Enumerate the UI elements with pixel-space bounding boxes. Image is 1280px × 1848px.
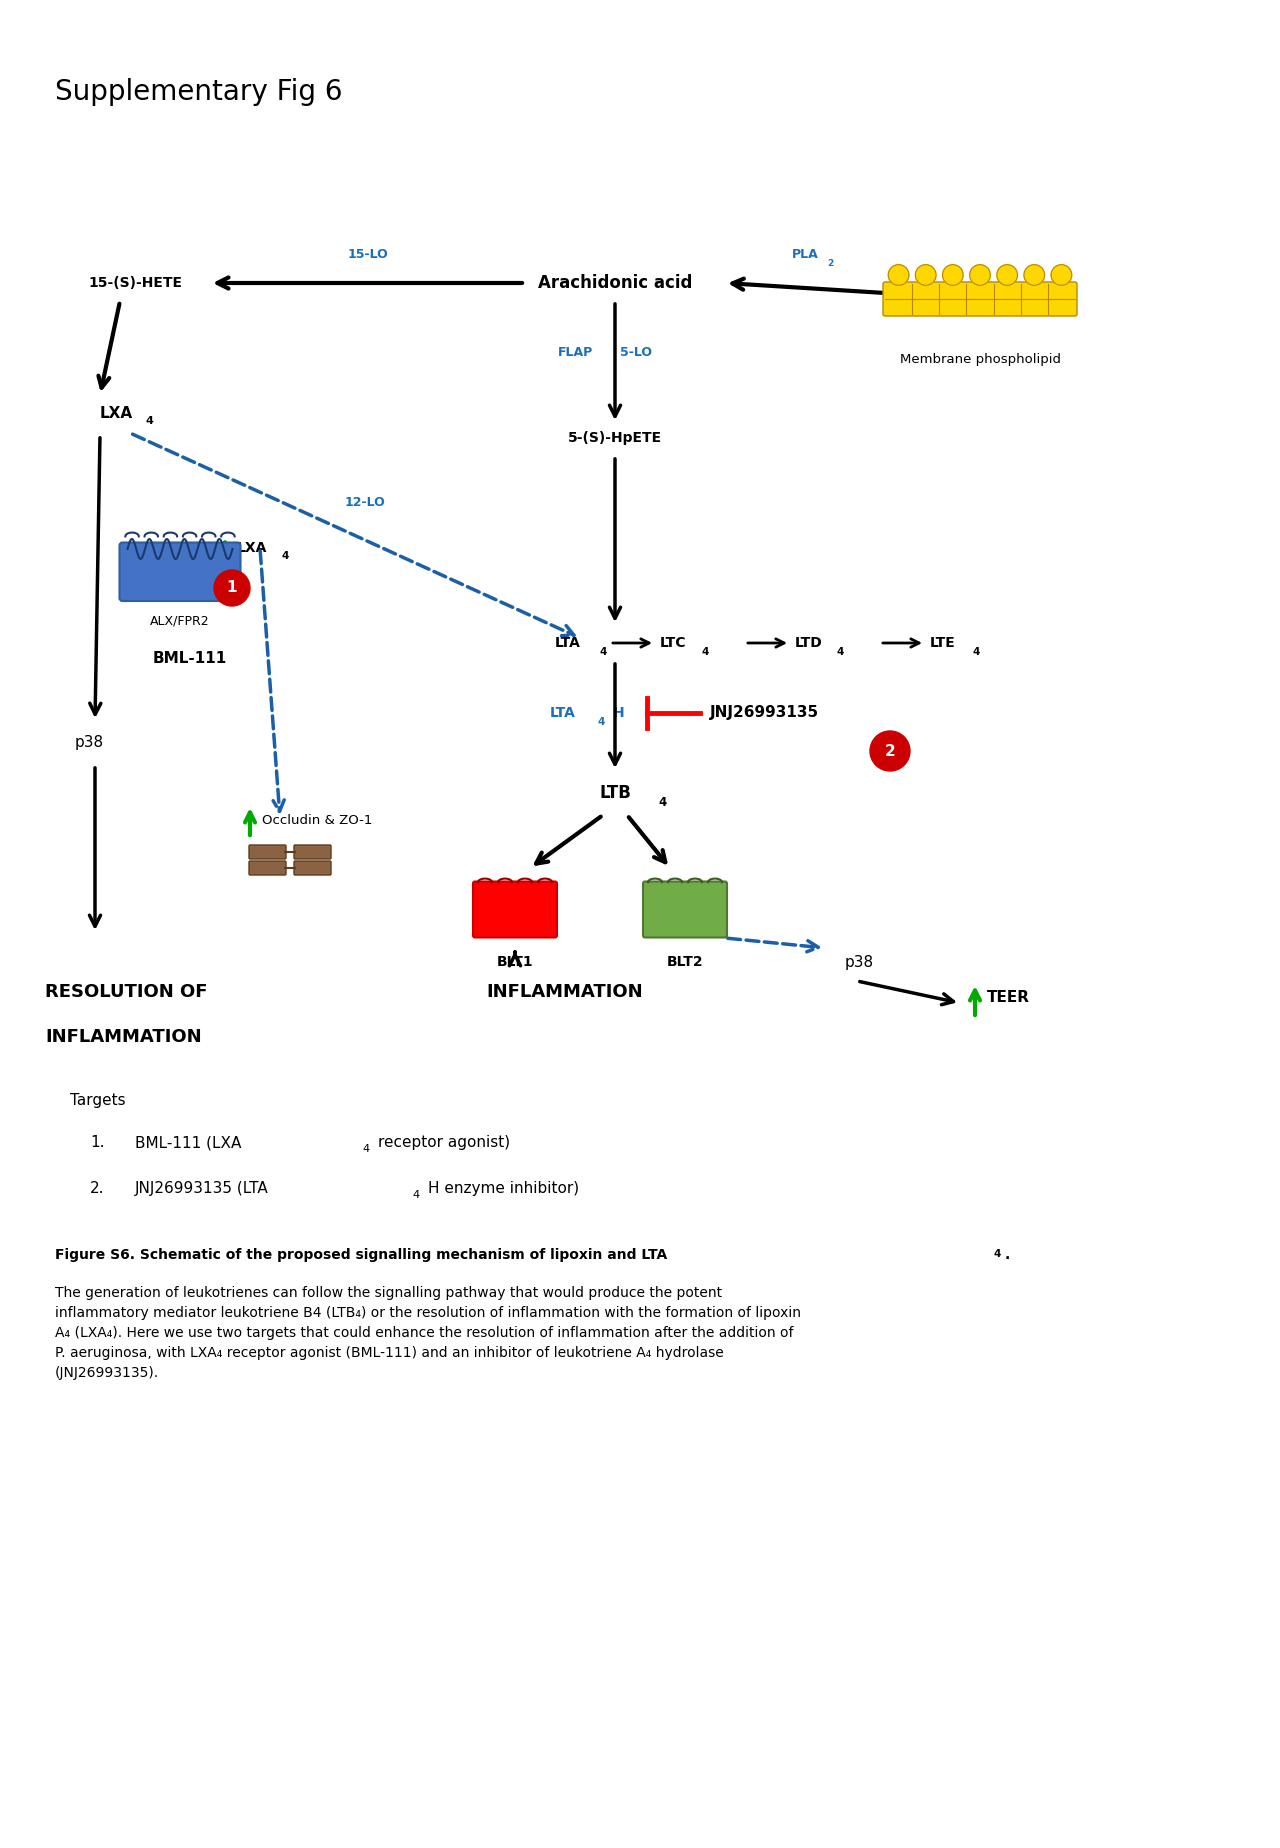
Circle shape	[915, 264, 936, 285]
FancyBboxPatch shape	[250, 861, 285, 874]
Text: BML-111 (LXA: BML-111 (LXA	[134, 1135, 242, 1149]
Text: 4: 4	[993, 1249, 1001, 1258]
Text: 5-(S)-HpETE: 5-(S)-HpETE	[568, 431, 662, 445]
Text: BLT2: BLT2	[667, 955, 703, 968]
FancyBboxPatch shape	[294, 861, 332, 874]
Text: 2: 2	[884, 743, 896, 758]
Circle shape	[1024, 264, 1044, 285]
FancyBboxPatch shape	[294, 845, 332, 859]
Text: The generation of leukotrienes can follow the signalling pathway that would prod: The generation of leukotrienes can follo…	[55, 1286, 801, 1380]
Text: 4: 4	[596, 717, 604, 726]
Text: p38: p38	[845, 955, 874, 970]
Text: LTA: LTA	[556, 636, 581, 650]
Text: 15-(S)-HETE: 15-(S)-HETE	[88, 275, 182, 290]
Text: 1.: 1.	[90, 1135, 105, 1149]
Circle shape	[888, 264, 909, 285]
Text: Supplementary Fig 6: Supplementary Fig 6	[55, 78, 343, 105]
Text: 4: 4	[146, 416, 154, 427]
Text: JNJ26993135 (LTA: JNJ26993135 (LTA	[134, 1181, 269, 1196]
Text: 1: 1	[227, 580, 237, 595]
Text: 15-LO: 15-LO	[347, 248, 388, 261]
Circle shape	[870, 732, 910, 771]
Text: FLAP: FLAP	[558, 347, 593, 360]
Text: LTA: LTA	[550, 706, 576, 721]
Text: LXA: LXA	[100, 405, 133, 421]
Circle shape	[942, 264, 963, 285]
Text: JNJ26993135: JNJ26993135	[710, 706, 819, 721]
Text: Figure S6. Schematic of the proposed signalling mechanism of lipoxin and LTA: Figure S6. Schematic of the proposed sig…	[55, 1247, 667, 1262]
Text: LTB: LTB	[599, 784, 631, 802]
Circle shape	[214, 569, 250, 606]
Text: LTC: LTC	[660, 636, 686, 650]
Text: Membrane phospholipid: Membrane phospholipid	[900, 353, 1061, 366]
Text: receptor agonist): receptor agonist)	[378, 1135, 511, 1149]
Text: 4: 4	[282, 551, 289, 562]
FancyBboxPatch shape	[250, 845, 285, 859]
Text: 4: 4	[837, 647, 845, 658]
FancyBboxPatch shape	[643, 881, 727, 937]
Text: LXA: LXA	[237, 541, 268, 554]
Circle shape	[997, 264, 1018, 285]
FancyBboxPatch shape	[474, 881, 557, 937]
Text: INFLAMMATION: INFLAMMATION	[45, 1027, 202, 1046]
Text: 4: 4	[362, 1144, 369, 1153]
Text: Arachidonic acid: Arachidonic acid	[538, 274, 692, 292]
Text: ALX/FPR2: ALX/FPR2	[150, 615, 210, 628]
Text: BML-111: BML-111	[152, 650, 227, 665]
Text: LTD: LTD	[795, 636, 823, 650]
Text: H enzyme inhibitor): H enzyme inhibitor)	[428, 1181, 579, 1196]
Text: p38: p38	[76, 736, 104, 750]
Text: Occludin & ZO-1: Occludin & ZO-1	[262, 815, 372, 828]
FancyBboxPatch shape	[883, 283, 1076, 316]
Text: INFLAMMATION: INFLAMMATION	[486, 983, 644, 1002]
Text: 4: 4	[972, 647, 979, 658]
Text: 4: 4	[658, 796, 667, 809]
Text: 5-LO: 5-LO	[620, 347, 652, 360]
FancyBboxPatch shape	[119, 543, 241, 601]
Text: 2.: 2.	[90, 1181, 105, 1196]
Text: 2: 2	[827, 259, 833, 268]
Text: Targets: Targets	[70, 1092, 125, 1109]
Text: 4: 4	[701, 647, 709, 658]
Text: RESOLUTION OF: RESOLUTION OF	[45, 983, 207, 1002]
Text: 4: 4	[600, 647, 608, 658]
Text: BLT1: BLT1	[497, 955, 534, 968]
Circle shape	[970, 264, 991, 285]
Circle shape	[1051, 264, 1071, 285]
Text: H: H	[613, 706, 625, 721]
Text: LTE: LTE	[931, 636, 956, 650]
Text: 12-LO: 12-LO	[344, 497, 385, 510]
Text: .: .	[1005, 1247, 1010, 1262]
Text: PLA: PLA	[791, 248, 818, 261]
Text: 4: 4	[412, 1190, 419, 1199]
Text: TEER: TEER	[987, 991, 1030, 1005]
